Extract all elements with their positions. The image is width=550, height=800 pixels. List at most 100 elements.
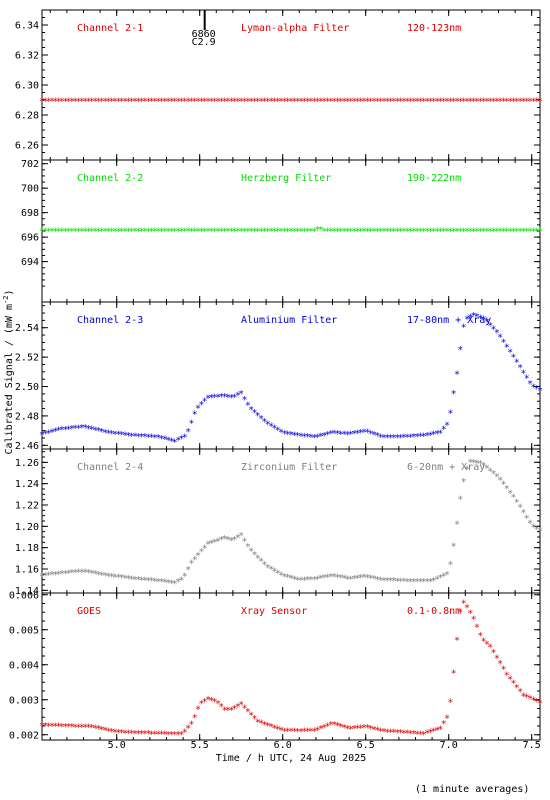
data-point: * — [129, 431, 135, 442]
data-point: * — [168, 227, 174, 238]
data-point: * — [245, 542, 251, 553]
data-point: * — [109, 429, 115, 440]
data-point: * — [278, 571, 284, 582]
data-point: * — [46, 227, 52, 238]
data-point: * — [520, 227, 526, 238]
data-point: * — [305, 432, 311, 443]
data-point: * — [341, 227, 347, 238]
data-point: * — [368, 97, 374, 108]
data-point: * — [471, 97, 477, 108]
data-point: * — [537, 97, 543, 108]
data-point: * — [198, 699, 204, 710]
data-point: * — [311, 227, 317, 238]
data-point: * — [185, 227, 191, 238]
data-point: * — [427, 577, 433, 588]
data-point: * — [467, 609, 473, 620]
data-point: * — [424, 227, 430, 238]
data-point: * — [66, 227, 72, 238]
data-point: * — [112, 429, 118, 440]
data-point: * — [155, 227, 161, 238]
data-point: * — [384, 576, 390, 587]
data-point: * — [364, 227, 370, 238]
data-point: * — [411, 729, 417, 740]
data-point: * — [431, 727, 437, 738]
data-point: * — [500, 480, 506, 491]
data-point: * — [132, 227, 138, 238]
data-point: * — [374, 726, 380, 737]
data-point: * — [85, 568, 91, 579]
data-point: * — [520, 97, 526, 108]
data-point: * — [364, 723, 370, 734]
data-point: * — [471, 227, 477, 238]
data-point: * — [464, 603, 470, 614]
data-point: * — [427, 97, 433, 108]
data-point: * — [408, 97, 414, 108]
data-point: * — [119, 430, 125, 441]
y-tick-label: 2.46 — [15, 441, 39, 452]
data-point: * — [132, 97, 138, 108]
data-point: * — [494, 328, 500, 339]
data-point: * — [188, 97, 194, 108]
data-point: * — [494, 227, 500, 238]
data-point: * — [447, 227, 453, 238]
data-point: * — [311, 433, 317, 444]
x-axis-label: Time / h UTC, 24 Aug 2025 — [216, 753, 367, 764]
data-point: * — [165, 227, 171, 238]
data-point: * — [95, 570, 101, 581]
data-point: * — [242, 395, 248, 406]
y-tick-label: 702 — [21, 159, 39, 170]
data-point: * — [361, 97, 367, 108]
data-point: * — [248, 405, 254, 416]
data-point: * — [517, 97, 523, 108]
data-point: * — [408, 432, 414, 443]
data-point: * — [56, 97, 62, 108]
data-point: * — [152, 433, 158, 444]
data-point: * — [112, 227, 118, 238]
data-point: * — [361, 227, 367, 238]
data-point: * — [76, 423, 82, 434]
data-point: * — [188, 559, 194, 570]
y-tick-label: 1.22 — [15, 501, 39, 512]
data-point: * — [527, 227, 533, 238]
data-point: * — [222, 392, 228, 403]
data-point: * — [178, 434, 184, 445]
data-point: * — [281, 572, 287, 583]
data-point: * — [95, 426, 101, 437]
data-point: * — [222, 97, 228, 108]
data-point: * — [447, 560, 453, 571]
data-point: * — [291, 727, 297, 738]
data-point: * — [331, 720, 337, 731]
data-point: * — [205, 227, 211, 238]
data-point: * — [411, 97, 417, 108]
data-point: * — [514, 358, 520, 369]
data-point: * — [348, 430, 354, 441]
data-point: * — [218, 702, 224, 713]
data-point: * — [321, 97, 327, 108]
data-point: * — [115, 573, 121, 584]
data-point: * — [76, 722, 82, 733]
data-point: * — [195, 97, 201, 108]
data-point: * — [451, 97, 457, 108]
data-point: * — [59, 722, 65, 733]
data-point: * — [417, 227, 423, 238]
data-point: * — [341, 723, 347, 734]
data-point: * — [371, 97, 377, 108]
data-point: * — [175, 227, 181, 238]
data-point: * — [155, 577, 161, 588]
y-tick-label: 698 — [21, 208, 39, 219]
data-point: * — [444, 713, 450, 724]
data-point: * — [119, 728, 125, 739]
data-point: * — [424, 729, 430, 740]
data-point: * — [95, 724, 101, 735]
data-point: * — [315, 225, 321, 236]
data-point: * — [421, 577, 427, 588]
data-point: * — [341, 430, 347, 441]
data-point: * — [271, 723, 277, 734]
data-point: * — [368, 573, 374, 584]
data-point: * — [248, 547, 254, 558]
data-point: * — [218, 227, 224, 238]
data-point: * — [374, 431, 380, 442]
data-point: * — [301, 227, 307, 238]
data-point: * — [42, 227, 48, 238]
data-point: * — [398, 97, 404, 108]
